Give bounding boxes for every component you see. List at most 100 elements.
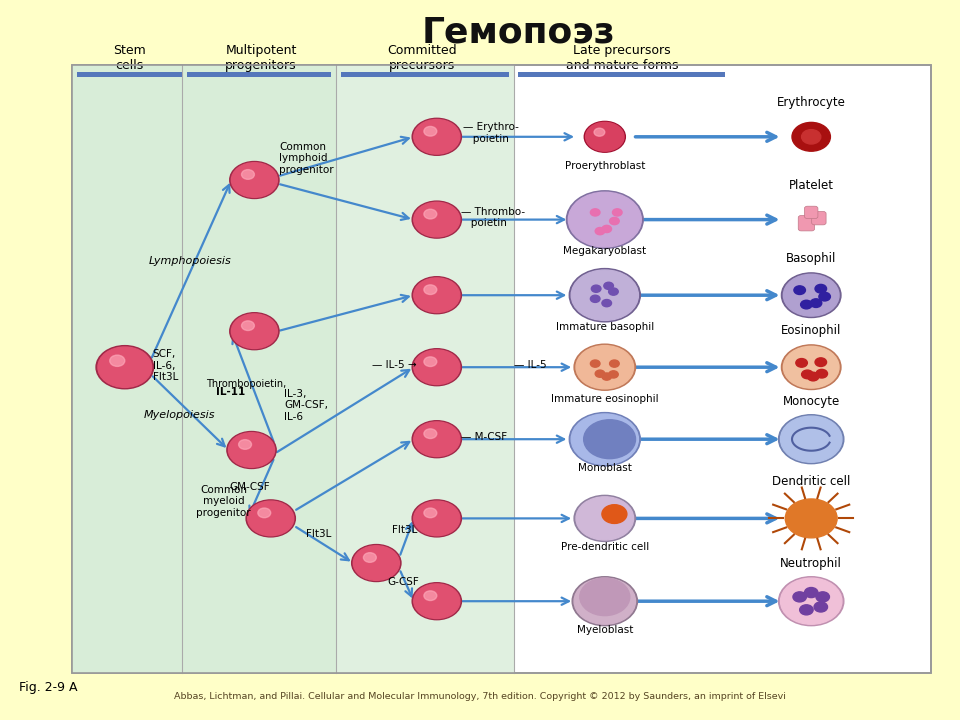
Text: Monocyte: Monocyte (782, 395, 840, 408)
Circle shape (590, 209, 600, 216)
Circle shape (816, 592, 829, 602)
Circle shape (231, 163, 277, 197)
Text: Common
lymphoid
progenitor: Common lymphoid progenitor (279, 142, 334, 175)
Circle shape (566, 191, 643, 248)
Circle shape (414, 278, 460, 312)
Circle shape (602, 373, 612, 380)
Circle shape (802, 370, 813, 379)
Circle shape (412, 348, 462, 386)
Circle shape (364, 553, 376, 562)
Text: Proerythroblast: Proerythroblast (564, 161, 645, 171)
Circle shape (602, 505, 627, 523)
Text: Abbas, Lichtman, and Pillai. Cellular and Molecular Immunology, 7th edition. Cop: Abbas, Lichtman, and Pillai. Cellular an… (174, 692, 786, 701)
Text: Myeloblast: Myeloblast (577, 625, 633, 635)
Circle shape (424, 127, 437, 136)
Text: — IL-5: — IL-5 (514, 360, 546, 370)
FancyBboxPatch shape (812, 212, 826, 225)
Circle shape (595, 228, 605, 235)
FancyBboxPatch shape (518, 72, 725, 77)
Text: G-CSF: G-CSF (387, 577, 420, 587)
Text: Neutrophil: Neutrophil (780, 557, 842, 570)
FancyBboxPatch shape (799, 215, 814, 231)
Text: Stem
cells: Stem cells (113, 44, 146, 72)
Text: Megakaryoblast: Megakaryoblast (564, 246, 646, 256)
Circle shape (802, 130, 821, 144)
Circle shape (98, 347, 152, 387)
Circle shape (779, 415, 844, 464)
Circle shape (109, 355, 125, 366)
Circle shape (800, 605, 813, 615)
Text: IL-3,
GM-CSF,
IL-6: IL-3, GM-CSF, IL-6 (284, 389, 328, 422)
Circle shape (571, 270, 638, 320)
Circle shape (228, 433, 275, 467)
Circle shape (602, 225, 612, 233)
FancyBboxPatch shape (336, 65, 514, 673)
Circle shape (814, 602, 828, 612)
Circle shape (569, 413, 640, 466)
Circle shape (574, 495, 636, 541)
Circle shape (96, 346, 154, 389)
Circle shape (609, 371, 618, 378)
FancyBboxPatch shape (182, 65, 336, 673)
Circle shape (353, 546, 399, 580)
Text: Flt3L: Flt3L (306, 529, 331, 539)
Circle shape (351, 544, 401, 582)
Text: Myelopoiesis: Myelopoiesis (144, 410, 215, 420)
Circle shape (804, 588, 818, 598)
Circle shape (414, 584, 460, 618)
Text: — M-CSF: — M-CSF (461, 432, 507, 442)
Circle shape (576, 497, 634, 540)
Circle shape (779, 577, 844, 626)
Circle shape (412, 420, 462, 458)
FancyBboxPatch shape (187, 72, 331, 77)
Circle shape (229, 161, 279, 199)
Circle shape (412, 201, 462, 238)
Circle shape (796, 359, 807, 367)
Circle shape (424, 508, 437, 518)
Circle shape (246, 500, 296, 537)
Text: GM-CSF: GM-CSF (229, 482, 270, 492)
Text: Erythrocyte: Erythrocyte (777, 96, 846, 109)
Circle shape (793, 592, 806, 602)
Text: Flt3L: Flt3L (393, 525, 418, 535)
Circle shape (414, 120, 460, 154)
Text: Dendritic cell: Dendritic cell (772, 475, 851, 488)
FancyBboxPatch shape (72, 65, 931, 673)
Circle shape (584, 420, 636, 459)
Circle shape (412, 118, 462, 156)
Circle shape (424, 357, 437, 366)
Circle shape (780, 416, 842, 462)
Text: Platelet: Platelet (789, 179, 833, 192)
Circle shape (258, 508, 271, 518)
Circle shape (781, 273, 841, 318)
Circle shape (242, 321, 254, 330)
Circle shape (590, 360, 600, 367)
Circle shape (819, 292, 830, 301)
FancyBboxPatch shape (77, 72, 182, 77)
Circle shape (414, 422, 460, 456)
FancyBboxPatch shape (804, 206, 818, 219)
Circle shape (571, 414, 638, 464)
Circle shape (610, 217, 619, 225)
Circle shape (816, 369, 828, 378)
Circle shape (783, 346, 839, 388)
Circle shape (229, 312, 279, 350)
Circle shape (574, 344, 636, 390)
Circle shape (414, 350, 460, 384)
Circle shape (807, 372, 819, 381)
Text: — Erythro-
   poietin: — Erythro- poietin (463, 122, 518, 144)
Text: Гемопоэз: Гемопоэз (421, 15, 615, 50)
Circle shape (586, 122, 624, 151)
Circle shape (576, 346, 634, 389)
Circle shape (424, 429, 437, 438)
Text: SCF,
IL-6,
Flt3L: SCF, IL-6, Flt3L (153, 349, 178, 382)
Circle shape (604, 282, 613, 289)
Circle shape (568, 192, 641, 247)
Text: Monoblast: Monoblast (578, 463, 632, 473)
Circle shape (595, 370, 605, 377)
Text: Eosinophil: Eosinophil (781, 324, 841, 337)
Text: Immature eosinophil: Immature eosinophil (551, 394, 659, 404)
Circle shape (815, 358, 827, 366)
FancyBboxPatch shape (341, 72, 509, 77)
Circle shape (785, 499, 837, 538)
